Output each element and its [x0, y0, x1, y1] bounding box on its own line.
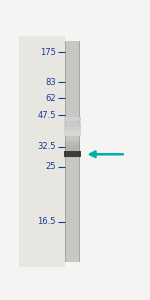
- Text: 83: 83: [45, 78, 56, 87]
- Bar: [65, 40, 80, 262]
- Bar: [65, 150, 80, 151]
- Bar: [65, 143, 80, 144]
- Bar: [65, 141, 80, 142]
- Bar: [64, 151, 81, 157]
- Bar: [65, 144, 80, 145]
- Bar: [65, 151, 80, 152]
- Bar: [64, 117, 81, 122]
- Bar: [64, 127, 81, 131]
- Text: 47.5: 47.5: [38, 110, 56, 119]
- Bar: [65, 149, 80, 150]
- Bar: [65, 147, 80, 148]
- Text: 62: 62: [45, 94, 56, 103]
- Bar: [65, 152, 80, 153]
- Text: 16.5: 16.5: [38, 218, 56, 226]
- Bar: [65, 155, 80, 156]
- Text: 25: 25: [45, 162, 56, 171]
- Bar: [64, 122, 81, 127]
- Bar: [65, 156, 80, 157]
- Bar: [65, 142, 80, 143]
- Text: 175: 175: [40, 48, 56, 57]
- Bar: [65, 148, 80, 149]
- Bar: [64, 131, 81, 136]
- Bar: [65, 154, 80, 155]
- Bar: [65, 145, 80, 146]
- Bar: [65, 40, 66, 262]
- Bar: [65, 140, 80, 141]
- Text: 32.5: 32.5: [38, 142, 56, 152]
- Bar: [65, 153, 80, 154]
- Bar: [65, 146, 80, 147]
- Bar: [19, 36, 65, 267]
- Bar: [65, 157, 80, 158]
